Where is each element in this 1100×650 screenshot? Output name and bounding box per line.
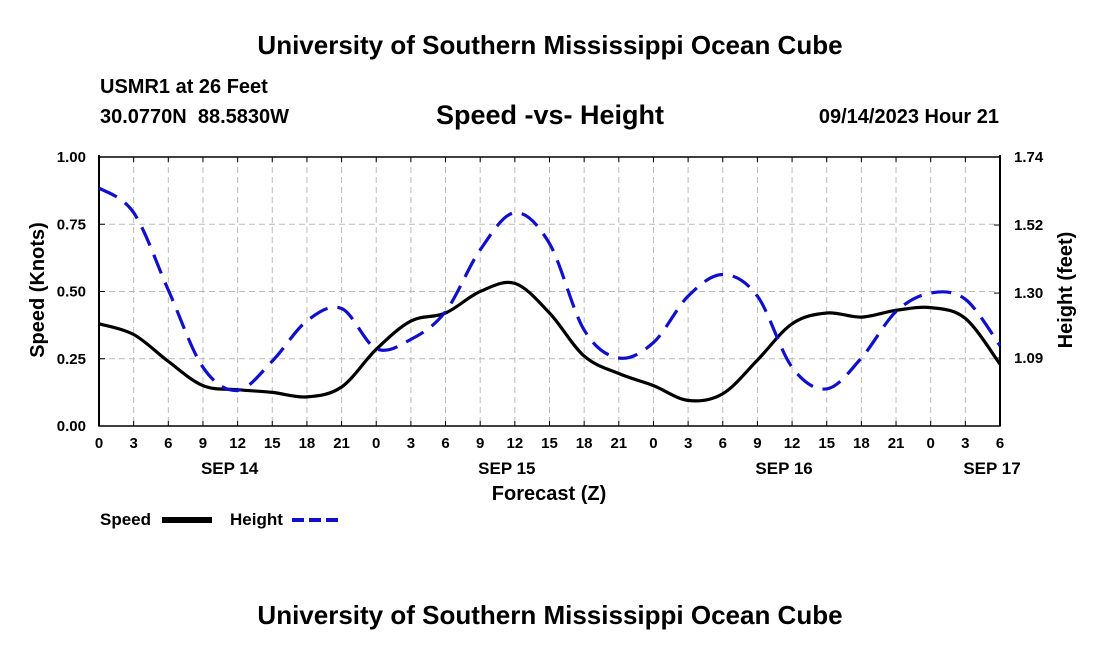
y-right-tick-label: 1.74 <box>1014 149 1044 166</box>
x-tick-label: 3 <box>407 435 415 452</box>
page-title: University of Southern Mississippi Ocean… <box>257 30 843 60</box>
x-tick-label: 9 <box>753 435 761 452</box>
y-axis-right-title: Height (feet) <box>1055 232 1077 349</box>
y-right-tick-label: 1.52 <box>1014 217 1043 234</box>
timestamp: 09/14/2023 Hour 21 <box>818 106 999 128</box>
series-line-speed <box>98 280 1002 403</box>
x-tick-label: 0 <box>95 435 103 452</box>
x-tick-label: 3 <box>961 435 969 452</box>
x-tick-label: 18 <box>299 435 316 452</box>
y-left-tick-label: 0.25 <box>57 351 86 368</box>
x-tick-label: 6 <box>719 435 727 452</box>
x-axis-title: Forecast (Z) <box>492 483 606 505</box>
x-tick-label: 0 <box>372 435 380 452</box>
grid <box>99 156 1000 426</box>
x-tick-label: 0 <box>927 435 935 452</box>
legend-speed-label: Speed <box>100 510 151 529</box>
x-tick-label: 18 <box>576 435 593 452</box>
x-tick-label: 12 <box>784 435 801 452</box>
y-left-tick-label: 0.00 <box>57 418 86 435</box>
x-date-label: SEP 14 <box>201 459 259 478</box>
legend-height-label: Height <box>230 510 283 529</box>
station-coords: 30.0770N 88.5830W <box>100 106 290 128</box>
x-tick-label: 12 <box>229 435 246 452</box>
x-tick-label: 9 <box>476 435 484 452</box>
x-tick-label: 21 <box>888 435 905 452</box>
y-left-tick-label: 0.75 <box>57 216 86 233</box>
x-tick-label: 21 <box>610 435 627 452</box>
legend: Speed Height <box>100 510 342 529</box>
x-tick-label: 18 <box>853 435 870 452</box>
x-tick-label: 6 <box>441 435 449 452</box>
y-right-tick-label: 1.30 <box>1014 285 1043 302</box>
x-tick-label: 15 <box>541 435 558 452</box>
x-date-label: SEP 17 <box>963 459 1020 478</box>
x-date-label: SEP 15 <box>478 459 535 478</box>
axes: 0 3 6 9 12 15 18 21 0 3 6 9 12 15 18 21 0 3 6 9 12 15 18 21 0 3 6 S… <box>57 149 1044 478</box>
x-tick-label: 12 <box>507 435 524 452</box>
station-label: USMR1 at 26 Feet <box>100 76 268 98</box>
x-tick-label: 6 <box>996 435 1004 452</box>
x-tick-label: 15 <box>264 435 281 452</box>
x-tick-label: 3 <box>684 435 692 452</box>
axis-labels: Forecast (Z) Speed (Knots) Height (feet) <box>27 222 1077 505</box>
series-line-height <box>98 186 1002 393</box>
x-tick-label: 0 <box>649 435 657 452</box>
y-right-tick-label: 1.09 <box>1014 350 1043 367</box>
y-axis-left-title: Speed (Knots) <box>27 222 49 358</box>
x-tick-label: 3 <box>129 435 137 452</box>
x-tick-label: 15 <box>818 435 835 452</box>
y-left-tick-label: 0.50 <box>57 284 86 301</box>
y-left-tick-label: 1.00 <box>57 149 86 166</box>
footer-title: University of Southern Mississippi Ocean… <box>257 600 843 630</box>
x-tick-label: 9 <box>199 435 207 452</box>
series <box>98 186 1002 403</box>
chart-subtitle: Speed -vs- Height <box>435 100 665 130</box>
x-tick-label: 6 <box>164 435 172 452</box>
x-tick-label: 21 <box>333 435 350 452</box>
x-date-label: SEP 16 <box>755 459 812 478</box>
